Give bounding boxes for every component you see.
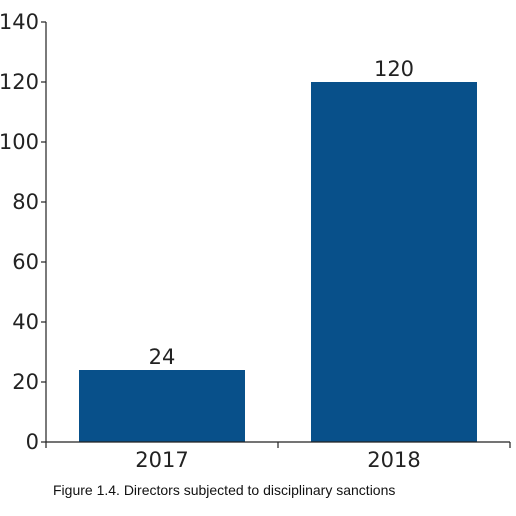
y-tick-label: 60: [12, 250, 39, 274]
data-labels: 24 120: [149, 57, 414, 369]
data-label-2018: 120: [374, 57, 414, 81]
y-tick-label: 20: [12, 370, 39, 394]
bars: [79, 82, 477, 442]
bar-2017: [79, 370, 245, 442]
x-axis-ticks: 2017 2018: [45, 442, 511, 472]
y-axis-ticks: 0 20 40 60 80 100 120 140: [0, 10, 46, 454]
y-tick-label: 0: [26, 430, 39, 454]
y-tick-label: 120: [0, 70, 39, 94]
y-tick-label: 100: [0, 130, 39, 154]
x-tick-label-2017: 2017: [135, 448, 188, 472]
figure-caption: Figure 1.4. Directors subjected to disci…: [53, 482, 395, 498]
x-tick-label-2018: 2018: [367, 448, 420, 472]
y-tick-label: 40: [12, 310, 39, 334]
y-tick-label: 80: [12, 190, 39, 214]
y-tick-label: 140: [0, 10, 39, 34]
data-label-2017: 24: [149, 345, 176, 369]
bar-2018: [311, 82, 477, 442]
